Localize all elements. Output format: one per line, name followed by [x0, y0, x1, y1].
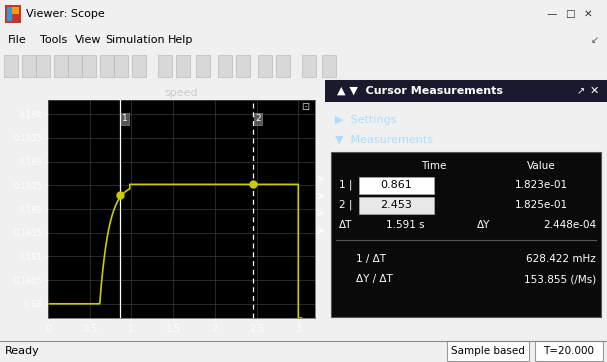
Bar	[196, 55, 210, 77]
Bar	[359, 197, 434, 214]
Text: 1.591 s: 1.591 s	[386, 220, 425, 230]
Bar	[68, 55, 82, 77]
Text: Simulation: Simulation	[105, 35, 164, 45]
Text: Help: Help	[168, 35, 194, 45]
Text: ⊡: ⊡	[302, 102, 310, 112]
Text: 0.861: 0.861	[381, 180, 412, 190]
Bar	[5, 5, 21, 23]
Text: ΔY: ΔY	[477, 220, 490, 230]
Bar	[100, 55, 114, 77]
Text: Ready: Ready	[5, 346, 39, 356]
Bar	[12, 7, 19, 14]
Bar	[36, 55, 50, 77]
Text: Time: Time	[421, 161, 446, 171]
Text: ▶  Settings: ▶ Settings	[335, 115, 396, 125]
Bar	[132, 55, 146, 77]
Text: 2.453: 2.453	[381, 200, 412, 210]
Bar	[158, 55, 172, 77]
Text: ✕: ✕	[589, 86, 599, 96]
Bar	[322, 55, 336, 77]
Text: Sample based: Sample based	[451, 346, 525, 356]
Bar	[359, 177, 434, 194]
Text: ✕: ✕	[583, 9, 592, 19]
Bar	[258, 55, 272, 77]
Text: Value: Value	[527, 161, 556, 171]
Text: Tools: Tools	[40, 35, 67, 45]
Text: 2: 2	[255, 114, 261, 123]
Bar	[4, 55, 18, 77]
Bar	[7, 7, 12, 21]
Text: ↗: ↗	[577, 86, 585, 96]
Text: 153.855 (/Ms): 153.855 (/Ms)	[524, 274, 596, 284]
Text: View: View	[75, 35, 101, 45]
Bar	[54, 55, 68, 77]
Bar	[447, 341, 529, 361]
Bar	[325, 80, 607, 102]
Text: T=20.000: T=20.000	[543, 346, 594, 356]
Bar	[22, 55, 36, 77]
Bar	[331, 152, 601, 317]
Text: 2 |: 2 |	[339, 200, 353, 210]
Bar	[276, 55, 290, 77]
Text: —: —	[547, 9, 557, 19]
Bar	[236, 55, 250, 77]
Text: ▼  Measurements: ▼ Measurements	[335, 135, 433, 145]
Text: ΔT: ΔT	[339, 220, 353, 230]
Bar	[176, 55, 190, 77]
Text: 2.448e-04: 2.448e-04	[543, 220, 596, 230]
Bar	[302, 55, 316, 77]
Bar	[535, 341, 603, 361]
Text: 628.422 mHz: 628.422 mHz	[526, 254, 596, 264]
Bar	[218, 55, 232, 77]
Text: 1 |: 1 |	[339, 180, 353, 190]
Text: 1.823e-01: 1.823e-01	[515, 180, 568, 190]
Text: ↙: ↙	[591, 35, 599, 45]
Text: File: File	[8, 35, 27, 45]
Text: 1.825e-01: 1.825e-01	[515, 200, 568, 210]
Text: ▲ ▼  Cursor Measurements: ▲ ▼ Cursor Measurements	[337, 86, 503, 96]
Bar	[114, 55, 128, 77]
Title: speed: speed	[164, 88, 198, 98]
Text: 1 / ΔT: 1 / ΔT	[356, 254, 386, 264]
Text: ΔY / ΔT: ΔY / ΔT	[356, 274, 393, 284]
Text: □: □	[565, 9, 575, 19]
Text: 1: 1	[123, 114, 128, 123]
Bar	[82, 55, 96, 77]
Text: Viewer: Scope: Viewer: Scope	[26, 9, 105, 19]
